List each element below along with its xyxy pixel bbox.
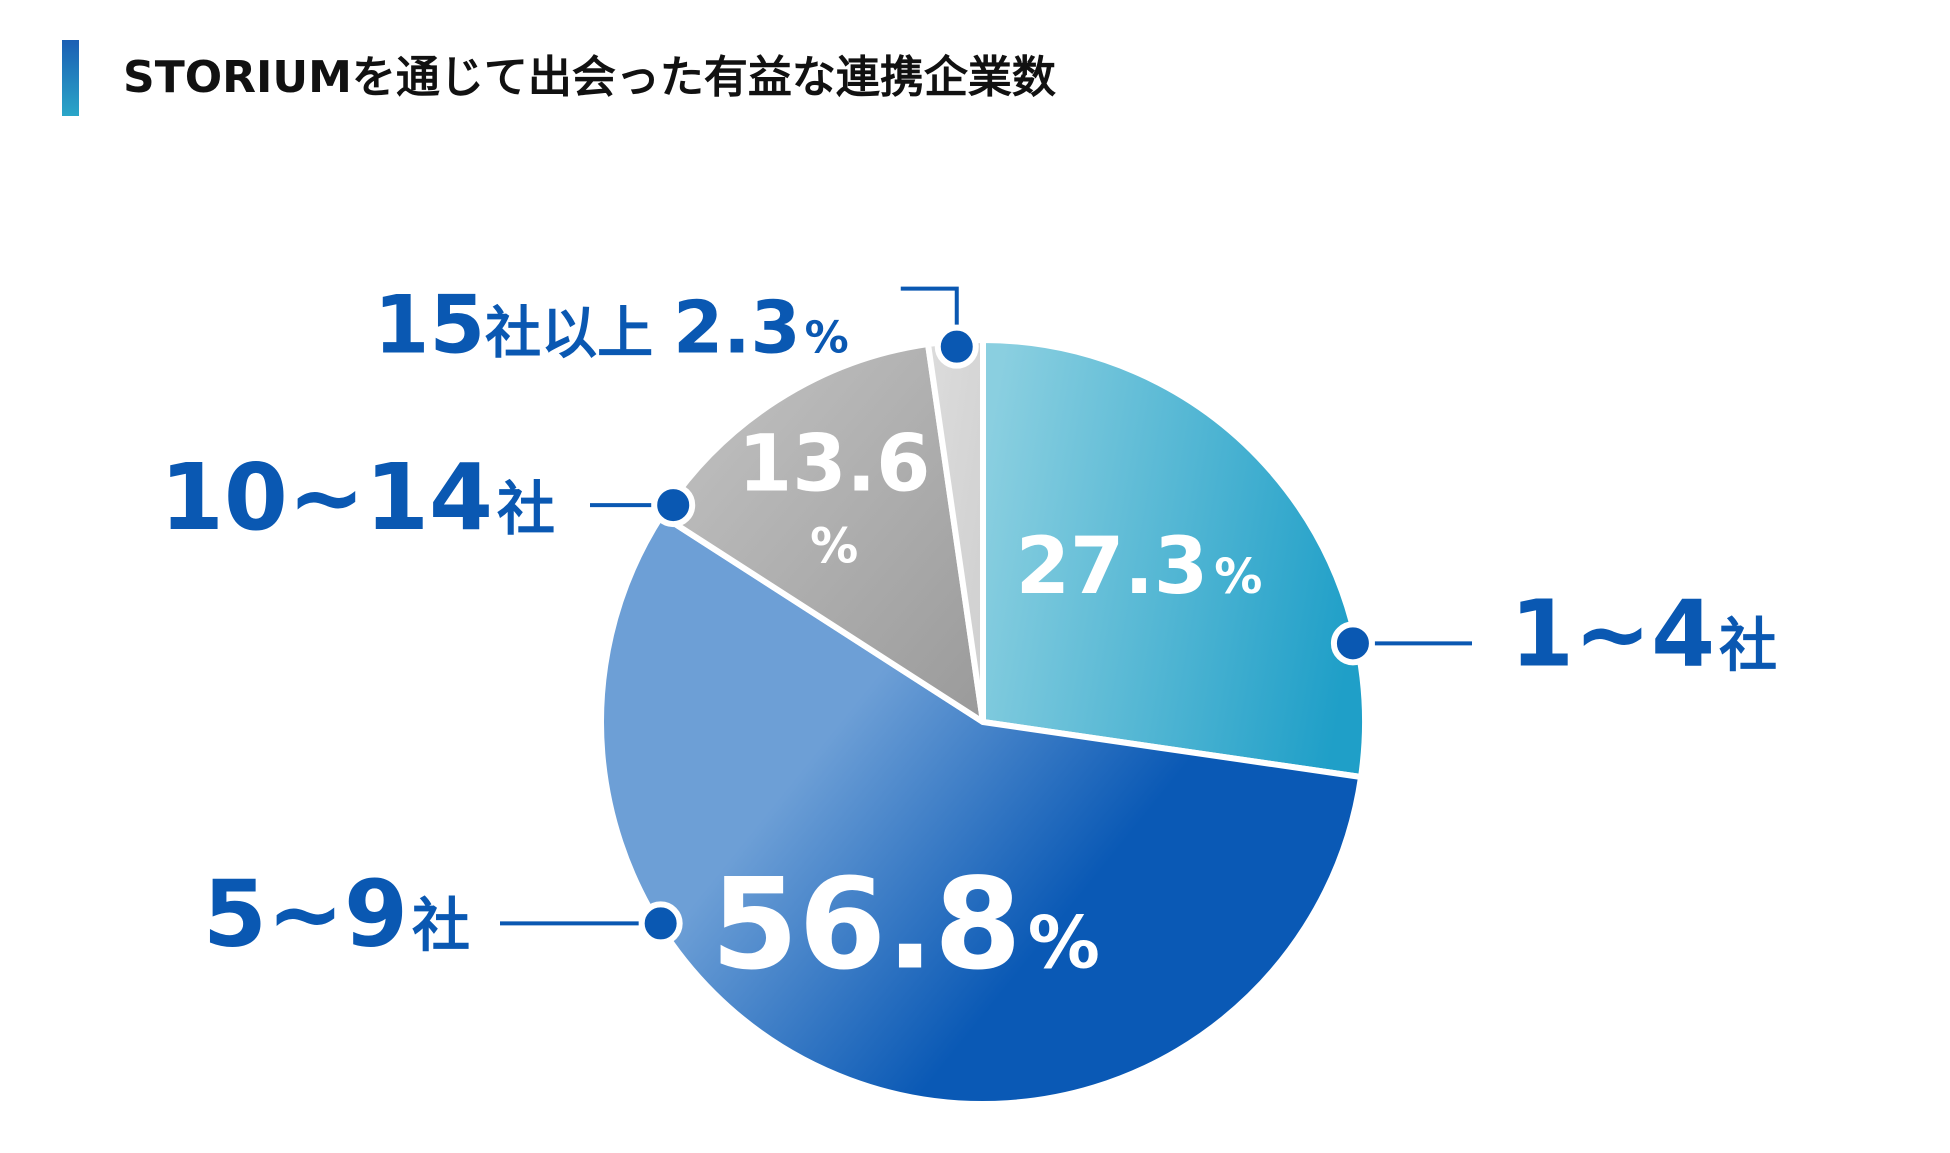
leader-dot-4 xyxy=(934,324,979,369)
value-label-3: 13.6 xyxy=(738,420,930,510)
value-unit-3: % xyxy=(810,519,858,575)
leader-dot-1 xyxy=(1330,621,1375,666)
category-label-2: 5~9社 xyxy=(203,860,470,967)
leader-dot-3 xyxy=(651,483,696,528)
leader-line-4 xyxy=(900,286,959,325)
category-label-4: 15社以上 2.3% xyxy=(374,279,849,372)
value-label-1: 27.3% xyxy=(1016,522,1263,612)
value-label-2: 56.8% xyxy=(711,851,1100,998)
pie-slice-1 xyxy=(980,337,1368,781)
category-label-1: 1~4社 xyxy=(1510,580,1777,687)
chart-title: STORIUMを通じて出会った有益な連携企業数 xyxy=(123,52,1056,103)
pie-slice-2 xyxy=(598,512,1365,1107)
title-accent-bar xyxy=(62,40,79,116)
category-label-3: 10~14社 xyxy=(160,444,555,551)
leader-dot-2 xyxy=(638,901,683,946)
